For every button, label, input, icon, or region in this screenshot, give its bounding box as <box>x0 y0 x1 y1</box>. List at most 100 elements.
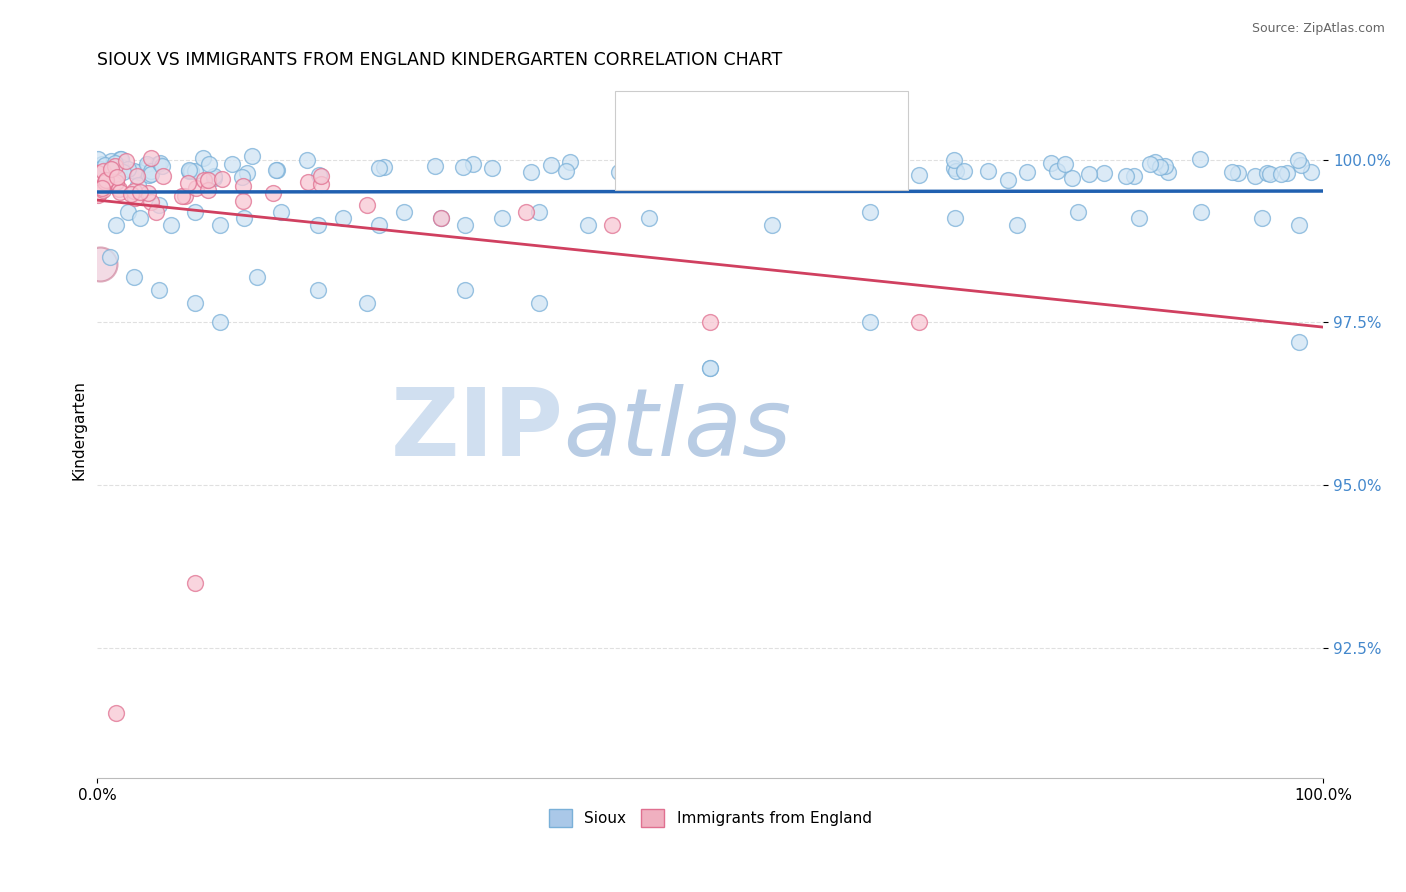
Point <box>180 164 202 178</box>
Point <box>110 185 132 199</box>
Point <box>152 169 174 184</box>
Text: R = 0.377   N = 132: R = 0.377 N = 132 <box>664 107 838 125</box>
Point <box>91 164 114 178</box>
FancyBboxPatch shape <box>624 148 654 181</box>
Point <box>105 166 128 180</box>
Point <box>91 157 114 171</box>
Point <box>952 164 974 178</box>
Point <box>859 315 882 329</box>
Point <box>184 164 207 178</box>
Point <box>170 189 193 203</box>
Point <box>103 162 125 177</box>
Point <box>600 218 623 232</box>
Point <box>89 257 111 271</box>
Point <box>945 164 967 178</box>
Point <box>454 283 477 297</box>
Point <box>1189 204 1212 219</box>
Point <box>122 269 145 284</box>
Text: R = 0.074   N = 47: R = 0.074 N = 47 <box>664 155 827 173</box>
Point <box>1039 156 1062 170</box>
Point <box>262 186 284 200</box>
Point <box>89 185 111 199</box>
Point <box>451 160 474 174</box>
Point <box>94 161 117 176</box>
Point <box>309 169 332 184</box>
Point <box>481 161 503 176</box>
Point <box>90 160 112 174</box>
Point <box>491 211 513 226</box>
Point <box>197 173 219 187</box>
Point <box>128 164 150 178</box>
Point <box>1256 165 1278 179</box>
Point <box>520 165 543 179</box>
Point <box>104 161 127 176</box>
Point <box>1275 165 1298 179</box>
Point <box>717 167 740 181</box>
Point <box>138 169 160 183</box>
Point <box>184 295 207 310</box>
Point <box>1046 164 1069 178</box>
Point <box>184 204 207 219</box>
Point <box>98 250 121 264</box>
Point <box>1251 211 1274 226</box>
Point <box>104 156 127 170</box>
Point <box>1258 167 1281 181</box>
Point <box>654 163 676 178</box>
Point <box>1226 166 1249 180</box>
Point <box>110 161 132 175</box>
Point <box>105 175 128 189</box>
Point <box>1122 169 1144 183</box>
Point <box>392 204 415 219</box>
Point <box>356 198 378 212</box>
Point <box>91 181 114 195</box>
Point <box>89 161 111 176</box>
Point <box>332 211 354 226</box>
Point <box>699 315 721 329</box>
Point <box>232 179 254 194</box>
Point <box>429 211 451 226</box>
Point <box>184 575 207 590</box>
Point <box>141 151 163 165</box>
Point <box>307 283 329 297</box>
Point <box>124 191 146 205</box>
Point <box>527 204 550 219</box>
Point <box>883 149 905 163</box>
Point <box>943 161 966 175</box>
Point <box>141 194 163 209</box>
Point <box>87 166 110 180</box>
Point <box>1077 167 1099 181</box>
Point <box>197 183 219 197</box>
Point <box>576 218 599 232</box>
Point <box>221 157 243 171</box>
Point <box>148 283 170 297</box>
Point <box>202 169 225 183</box>
Point <box>108 152 131 166</box>
Point <box>1189 152 1212 166</box>
Point <box>1288 218 1310 232</box>
Point <box>101 176 124 190</box>
Point <box>877 156 900 170</box>
Point <box>1053 157 1076 171</box>
Point <box>454 218 477 232</box>
Point <box>555 164 578 178</box>
Point <box>429 211 451 226</box>
Point <box>716 163 738 178</box>
Point <box>211 172 233 186</box>
Point <box>772 166 794 180</box>
Point <box>134 162 156 177</box>
Point <box>148 157 170 171</box>
Point <box>208 315 231 329</box>
Point <box>1060 170 1083 185</box>
Point <box>607 164 630 178</box>
Point <box>160 218 183 232</box>
Point <box>135 157 157 171</box>
Point <box>179 163 201 178</box>
Point <box>101 159 124 173</box>
Point <box>1288 334 1310 349</box>
Point <box>623 153 645 167</box>
Point <box>173 189 195 203</box>
Point <box>1153 159 1175 173</box>
Point <box>104 706 127 720</box>
Point <box>297 175 319 189</box>
Point <box>136 186 159 201</box>
